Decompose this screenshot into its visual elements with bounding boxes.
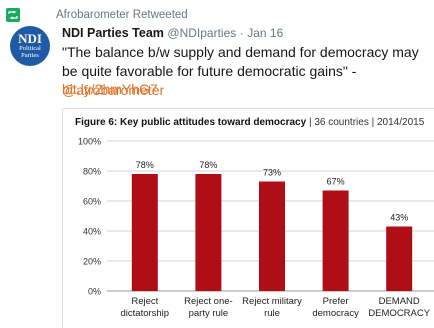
embedded-image-card[interactable]: Figure 6: Key public attitudes toward de… — [62, 108, 434, 328]
y-tick-label: 80% — [83, 167, 101, 177]
category-label: Prefer — [323, 296, 349, 307]
tweet-date[interactable]: Jan 16 — [247, 26, 284, 40]
bar — [322, 190, 349, 291]
category-label: Reject one- — [184, 296, 233, 307]
tweet-url-link[interactable]: bit.ly/2hmYhG7 — [62, 81, 158, 97]
y-tick-label: 20% — [83, 257, 101, 267]
data-label: 78% — [199, 160, 217, 170]
tweet-header: NDI Parties Team @NDIparties · Jan 16 — [62, 26, 283, 40]
figure-title: Figure 6: Key public attitudes toward de… — [75, 117, 424, 128]
mention-link[interactable]: @afrobarometer — [62, 82, 165, 98]
y-tick-label: 0% — [88, 287, 101, 297]
bar — [131, 174, 158, 291]
category-label: DEMAND — [379, 296, 420, 307]
figure-title-countries: 36 countries — [314, 117, 369, 128]
category-label: democracy — [312, 308, 359, 319]
tweet-body: "The balance b/w supply and demand for d… — [62, 44, 419, 79]
avatar[interactable]: NDI Political Parties — [10, 26, 50, 66]
avatar-logo-text: NDI — [18, 31, 42, 46]
data-label: 43% — [390, 213, 408, 223]
data-label: 67% — [327, 177, 345, 187]
data-label: 78% — [136, 160, 154, 170]
y-tick-label: 40% — [83, 227, 101, 237]
author-name[interactable]: NDI Parties Team — [62, 26, 164, 40]
author-handle[interactable]: @NDIparties — [167, 26, 237, 40]
retweet-icon — [6, 8, 20, 22]
bar — [259, 181, 285, 291]
tweet-text: "The balance b/w supply and demand for d… — [62, 43, 428, 100]
category-label: party rule — [189, 308, 229, 319]
retweet-header: Afrobarometer Retweeted — [6, 8, 188, 22]
bar — [195, 174, 222, 291]
y-tick-label: 100% — [78, 137, 101, 147]
category-label: Reject military — [242, 296, 302, 307]
category-label: DEMOCRACY — [368, 308, 430, 319]
header-separator: · — [239, 26, 244, 40]
category-label: rule — [264, 308, 280, 319]
data-label: 73% — [263, 168, 281, 178]
retweet-text[interactable]: Afrobarometer Retweeted — [56, 9, 188, 21]
category-label: Reject — [131, 296, 158, 307]
figure-title-separator-2: | — [371, 117, 375, 128]
figure-title-separator: | — [308, 117, 312, 128]
category-label: dictatorship — [121, 308, 170, 319]
figure-title-main: Figure 6: Key public attitudes toward de… — [75, 117, 307, 128]
avatar-logo-subtext-2: Parties — [21, 52, 39, 59]
figure-title-years: 2014/2015 — [377, 117, 425, 128]
y-tick-label: 60% — [83, 197, 101, 207]
bar — [386, 226, 413, 291]
avatar-logo-subtext: Political — [19, 45, 41, 52]
